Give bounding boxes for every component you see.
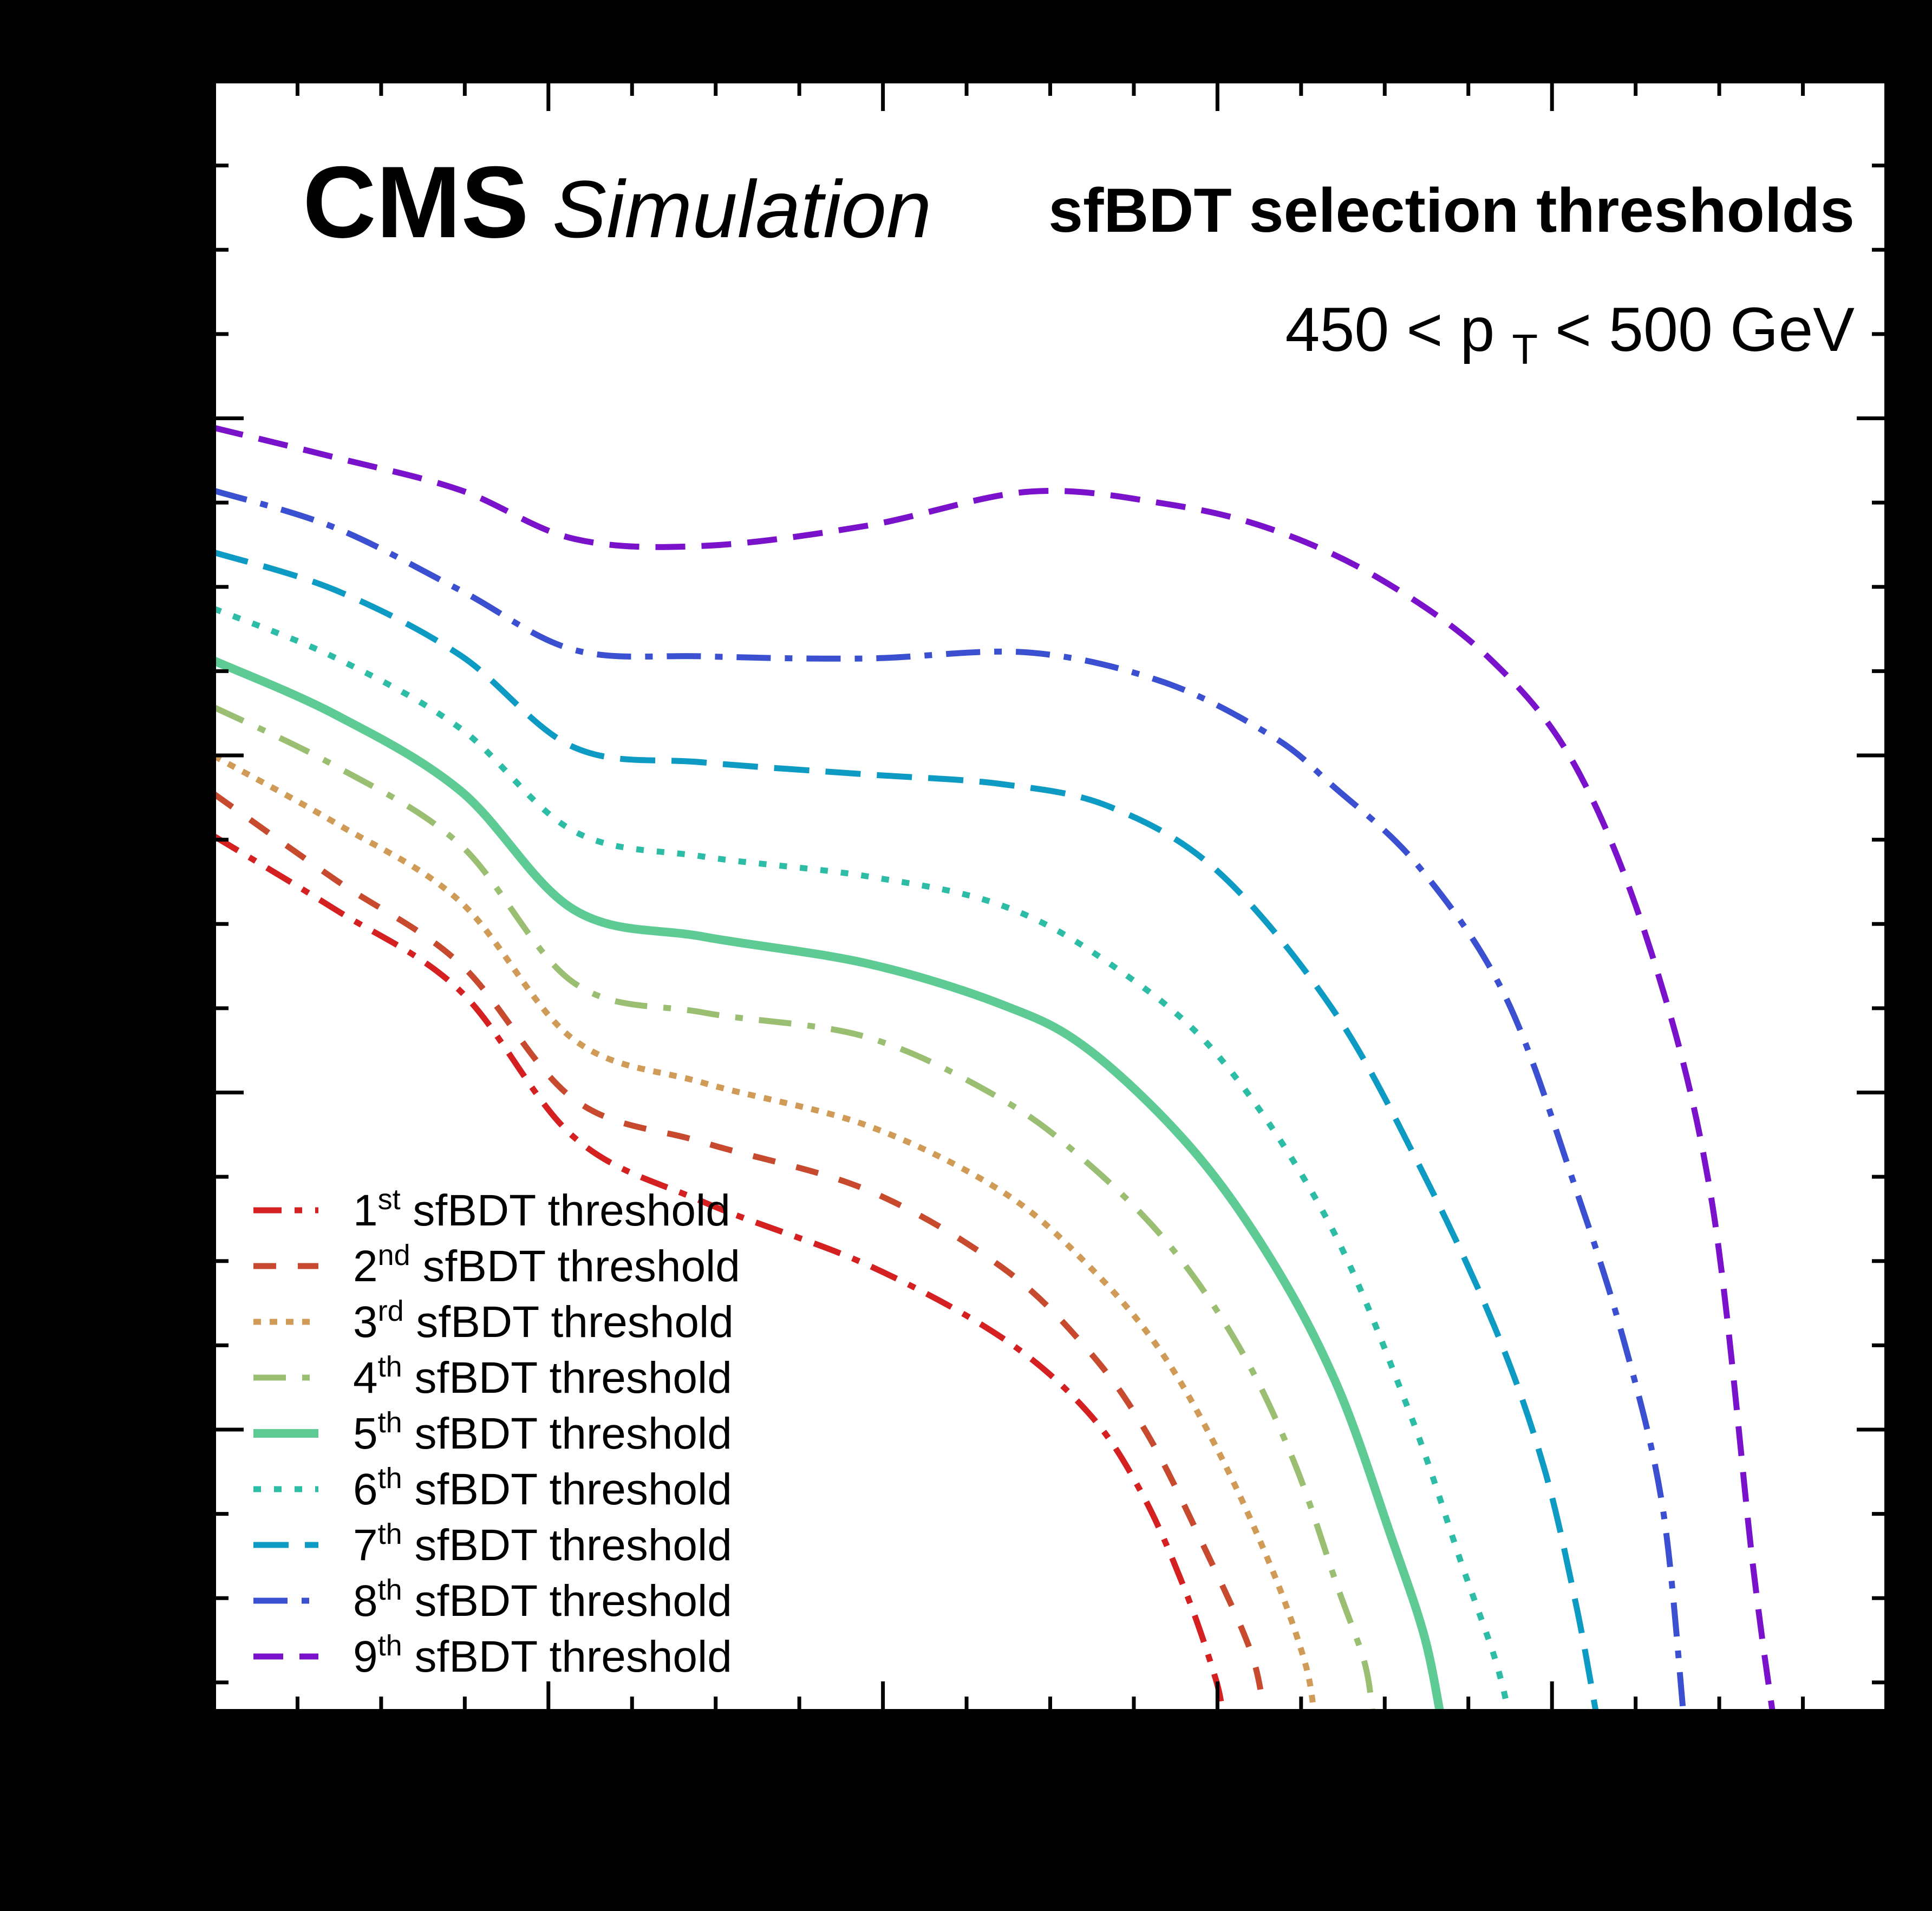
plot-area (214, 81, 1887, 1711)
threshold-curve-6 (214, 605, 1512, 1711)
pt-range-suffix: < 500 GeV (1555, 295, 1855, 364)
legend-row-6: 6th sfBDT threshold (253, 1462, 732, 1514)
legend-label-number: 6 (353, 1465, 378, 1514)
threshold-curves (214, 425, 1776, 1711)
simulation-label: Simulation (552, 164, 931, 255)
legend-label-text: sfBDT threshold (404, 1297, 734, 1347)
legend-row-5: 5th sfBDT threshold (253, 1406, 732, 1458)
legend-label-3: 3rd sfBDT threshold (353, 1295, 734, 1347)
legend-label-6: 6th sfBDT threshold (353, 1462, 732, 1514)
legend-row-9: 9th sfBDT threshold (253, 1629, 732, 1681)
legend-label-number: 7 (353, 1521, 378, 1570)
legend-row-3: 3rd sfBDT threshold (253, 1295, 734, 1347)
legend-label-text: sfBDT threshold (402, 1632, 732, 1681)
legend-label-number: 1 (353, 1186, 378, 1235)
legend-label-ordinal: nd (378, 1239, 410, 1271)
legend-label-text: sfBDT threshold (402, 1353, 732, 1403)
legend-label-text: sfBDT threshold (402, 1521, 732, 1570)
threshold-curve-1 (214, 833, 1225, 1711)
legend-label-5: 5th sfBDT threshold (353, 1406, 732, 1458)
legend-label-8: 8th sfBDT threshold (353, 1574, 732, 1626)
axis-ticks (214, 81, 1887, 1711)
legend-label-9: 9th sfBDT threshold (353, 1629, 732, 1681)
legend-label-ordinal: th (378, 1462, 402, 1495)
legend-label-number: 5 (353, 1409, 378, 1458)
legend-label-ordinal: th (378, 1351, 402, 1383)
legend-row-7: 7th sfBDT threshold (253, 1518, 732, 1570)
legend-label-ordinal: th (378, 1629, 402, 1662)
pt-subscript: T (1512, 325, 1538, 373)
plot-frame (212, 79, 1889, 1713)
legend-label-ordinal: st (378, 1183, 401, 1216)
legend-label-ordinal: th (378, 1574, 402, 1606)
threshold-curve-9 (214, 425, 1776, 1711)
legend-label-number: 2 (353, 1242, 378, 1291)
legend-row-2: 2nd sfBDT threshold (253, 1239, 740, 1291)
legend-label-number: 3 (353, 1297, 378, 1347)
threshold-curve-7 (214, 549, 1599, 1711)
legend-label-ordinal: rd (378, 1295, 404, 1327)
legend-label-4: 4th sfBDT threshold (353, 1351, 732, 1403)
threshold-curve-4 (214, 705, 1375, 1711)
legend-label-text: sfBDT threshold (402, 1465, 732, 1514)
threshold-curve-3 (214, 753, 1317, 1711)
legend-row-4: 4th sfBDT threshold (253, 1351, 732, 1403)
pt-range-prefix: 450 < p (1285, 295, 1495, 364)
plot-title: sfBDT selection thresholds (1048, 176, 1855, 245)
legend-label-2: 2nd sfBDT threshold (353, 1239, 740, 1291)
legend-label-1: 1st sfBDT threshold (353, 1183, 730, 1235)
legend-row-1: 1st sfBDT threshold (253, 1183, 730, 1235)
threshold-curve-8 (214, 487, 1687, 1711)
legend-label-7: 7th sfBDT threshold (353, 1518, 732, 1570)
legend-label-number: 8 (353, 1576, 378, 1626)
threshold-curve-5 (214, 656, 1445, 1711)
legend-label-number: 4 (353, 1353, 378, 1403)
legend-label-text: sfBDT threshold (410, 1242, 740, 1291)
legend-label-ordinal: th (378, 1518, 402, 1550)
legend-label-text: sfBDT threshold (402, 1409, 732, 1458)
legend-label-ordinal: th (378, 1406, 402, 1439)
pt-range-label: 450 < p T < 500 GeV (1285, 295, 1855, 377)
legend-label-text: sfBDT threshold (401, 1186, 730, 1235)
cms-label: CMS (303, 145, 529, 259)
legend-row-8: 8th sfBDT threshold (253, 1574, 732, 1626)
legend-label-number: 9 (353, 1632, 378, 1681)
legend-label-text: sfBDT threshold (402, 1576, 732, 1626)
